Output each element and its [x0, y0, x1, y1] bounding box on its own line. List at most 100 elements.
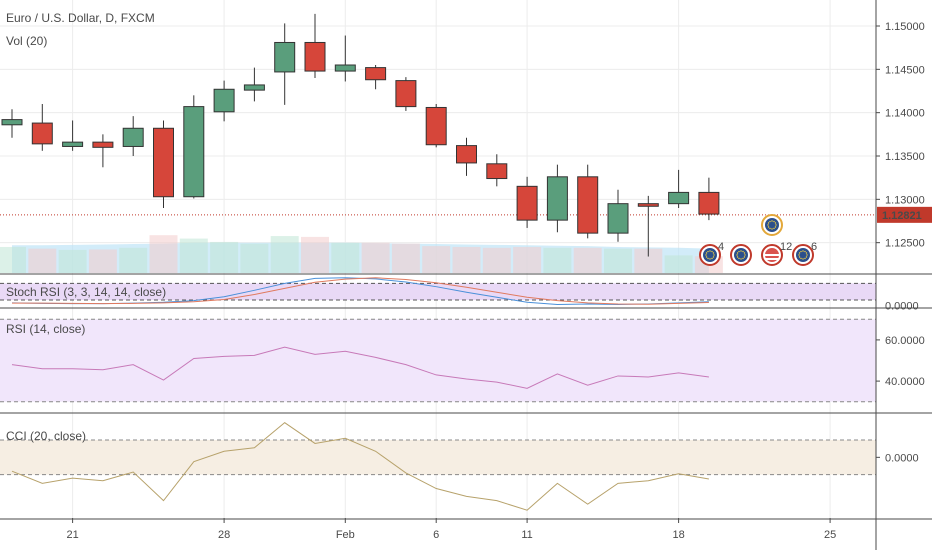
- flag-star: [773, 220, 775, 223]
- time-axis-label: 28: [218, 529, 230, 541]
- flag-star: [742, 257, 744, 260]
- flag-star: [804, 257, 806, 260]
- current-price-value: 1.12821: [882, 210, 922, 222]
- cci-band: [0, 440, 876, 475]
- candle-body: [607, 203, 629, 234]
- flag-star: [738, 257, 740, 260]
- volume-bar: [513, 246, 542, 273]
- volume-bar: [58, 249, 87, 273]
- time-axis-label: Feb: [336, 529, 355, 541]
- flag-star: [736, 252, 739, 254]
- candle[interactable]: [62, 120, 84, 151]
- candle[interactable]: [334, 35, 356, 82]
- flag-star: [771, 228, 773, 230]
- volume-bar: [452, 246, 481, 273]
- time-axis-label: 6: [433, 529, 439, 541]
- candle[interactable]: [516, 176, 538, 228]
- candle[interactable]: [274, 23, 296, 105]
- volume-bar: [240, 243, 269, 273]
- candle[interactable]: [183, 95, 205, 199]
- eu-flag-icon[interactable]: [761, 214, 783, 236]
- candle[interactable]: [486, 154, 508, 187]
- event-count: 4: [718, 241, 724, 253]
- current-price-tag: [877, 206, 932, 223]
- candle-body: [546, 176, 568, 221]
- price-axis-label: 1.13000: [885, 194, 925, 206]
- candle[interactable]: [304, 13, 326, 78]
- flag-star: [767, 222, 770, 224]
- candle[interactable]: [607, 189, 629, 242]
- event-count: 12: [780, 241, 792, 253]
- volume-bar: [88, 249, 117, 273]
- volume-bar: [664, 255, 693, 273]
- candle[interactable]: [698, 177, 720, 221]
- flag-star: [709, 250, 711, 252]
- flag-star: [742, 250, 744, 253]
- volume-bar: [543, 247, 572, 273]
- flag-star: [740, 258, 742, 260]
- flag-star: [743, 256, 746, 258]
- candle-body: [122, 127, 144, 147]
- flag-fill: [703, 248, 717, 262]
- us-flag-icon[interactable]: 12: [761, 241, 792, 266]
- candle[interactable]: [213, 80, 235, 122]
- candle[interactable]: [122, 116, 144, 156]
- flag-star: [712, 256, 715, 258]
- flag-star: [738, 250, 740, 253]
- candle-body: [243, 84, 265, 91]
- candle-body: [31, 122, 53, 145]
- eu-flag-icon[interactable]: 4: [699, 241, 724, 266]
- volume-bar: [361, 242, 390, 273]
- candle[interactable]: [365, 65, 387, 90]
- volume-bar: [604, 248, 632, 273]
- volume-bar: [0, 246, 26, 273]
- candle-body: [365, 67, 387, 81]
- flag-star: [769, 220, 771, 223]
- rsi-axis-label: 60.0000: [885, 335, 925, 347]
- flag-star: [711, 257, 713, 260]
- eu-flag-icon[interactable]: 6: [792, 241, 817, 266]
- volume-bar: [270, 236, 299, 273]
- flag-star: [705, 254, 707, 256]
- candle[interactable]: [31, 104, 53, 151]
- volume-bar: [422, 246, 451, 273]
- candle[interactable]: [92, 134, 114, 168]
- flag-star: [711, 250, 713, 253]
- candle-body: [92, 141, 114, 148]
- candle[interactable]: [153, 120, 174, 208]
- flag-star: [743, 252, 746, 254]
- candle[interactable]: [243, 67, 265, 102]
- candle-body: [304, 41, 326, 72]
- flag-star: [798, 256, 801, 258]
- flag-star: [713, 254, 715, 256]
- candle[interactable]: [637, 195, 659, 257]
- candle[interactable]: [546, 164, 568, 233]
- candle[interactable]: [1, 109, 23, 138]
- candle-body: [425, 106, 447, 146]
- candle[interactable]: [395, 77, 417, 111]
- rsi-band: [0, 319, 876, 402]
- flag-star: [707, 250, 709, 253]
- flag-star: [798, 252, 801, 254]
- rsi-axis-label: 40.0000: [885, 376, 925, 388]
- candle[interactable]: [425, 104, 447, 148]
- flag-fill: [734, 248, 748, 262]
- candle[interactable]: [668, 169, 690, 208]
- candle-body: [395, 80, 417, 108]
- price-axis-label: 1.14500: [885, 64, 925, 76]
- volume-bar: [28, 248, 57, 273]
- candle-body: [456, 145, 477, 164]
- flag-star: [736, 256, 739, 258]
- volume-bar: [331, 242, 360, 273]
- event-count: 6: [811, 241, 817, 253]
- flag-star: [800, 257, 802, 260]
- candle[interactable]: [577, 164, 599, 239]
- candle-body: [668, 191, 690, 205]
- flag-fill: [765, 218, 779, 232]
- eu-flag-icon[interactable]: [730, 244, 752, 266]
- price-axis-label: 1.14000: [885, 108, 925, 120]
- volume-bar: [119, 247, 148, 273]
- candle[interactable]: [456, 137, 477, 176]
- candle-body: [637, 203, 659, 207]
